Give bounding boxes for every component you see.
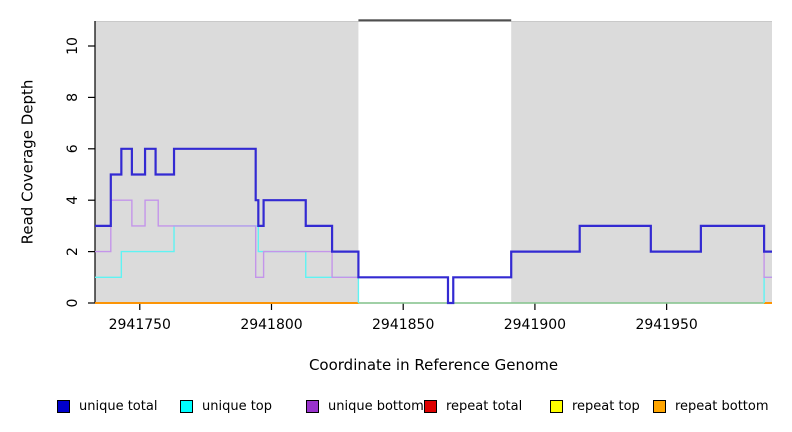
y-tick-label: 10 [65, 37, 81, 55]
y-tick-label: 0 [65, 299, 81, 308]
y-tick-label: 8 [65, 93, 81, 102]
x-tick-label: 2941850 [372, 317, 434, 333]
y-tick-label: 2 [65, 247, 81, 256]
x-tick-label: 2941900 [504, 317, 566, 333]
gap-top-bar [358, 19, 512, 22]
y-tick-label: 4 [65, 196, 81, 205]
shading-top-edge [511, 21, 772, 22]
shading-top-edge [95, 21, 359, 22]
y-axis-title: Read Coverage Depth [18, 80, 36, 245]
repeat-region-shading [95, 21, 359, 303]
repeat-region-shading [511, 21, 772, 303]
x-tick-label: 2941950 [635, 317, 697, 333]
series-line-unique-total [95, 147, 772, 305]
x-axis-title: Coordinate in Reference Genome [309, 356, 558, 374]
x-tick-label: 2941750 [109, 317, 171, 333]
x-tick-label: 2941800 [240, 317, 302, 333]
y-tick-label: 6 [65, 144, 81, 153]
